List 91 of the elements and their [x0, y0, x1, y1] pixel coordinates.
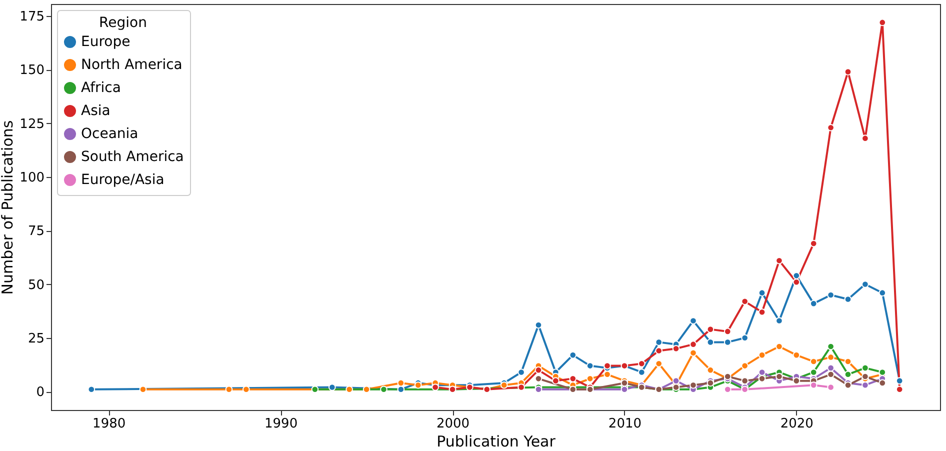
x-tick-label: 2020: [780, 416, 814, 432]
point: [827, 364, 834, 372]
point: [827, 384, 834, 391]
point: [810, 358, 818, 366]
point: [569, 351, 577, 359]
point: [758, 289, 766, 296]
legend-label: Oceania: [81, 126, 138, 142]
point: [741, 377, 748, 384]
point: [432, 384, 439, 391]
point: [586, 375, 594, 382]
point: [690, 340, 697, 348]
point: [758, 308, 766, 316]
x-tick-label: 1990: [264, 416, 298, 432]
point: [878, 289, 886, 296]
point: [569, 375, 577, 382]
x-tick-label: 2010: [608, 416, 642, 432]
legend-label: South America: [81, 149, 184, 165]
point: [518, 384, 525, 391]
y-tick-label: 100: [20, 170, 44, 186]
point: [724, 338, 732, 346]
point: [638, 368, 646, 376]
legend-label: Europe: [81, 34, 130, 50]
point: [792, 351, 800, 359]
point: [758, 368, 766, 376]
point: [776, 342, 783, 350]
y-tick-label: 0: [36, 385, 44, 400]
point: [655, 347, 663, 354]
point: [792, 272, 800, 280]
legend-title: Region: [99, 15, 147, 31]
point: [534, 366, 542, 374]
point: [328, 384, 336, 391]
y-tick-label: 25: [28, 331, 44, 346]
point: [792, 278, 800, 286]
point: [810, 381, 818, 389]
legend-label: Europe/Asia: [81, 172, 164, 188]
x-tick-label: 1980: [92, 416, 126, 432]
point: [655, 338, 663, 346]
point: [844, 68, 852, 76]
x-tick-label: 2000: [436, 416, 470, 432]
point: [672, 377, 680, 384]
point: [466, 384, 474, 391]
point: [672, 344, 680, 352]
point: [862, 364, 869, 372]
point: [758, 351, 766, 359]
point: [776, 317, 783, 324]
point: [518, 368, 525, 376]
point: [534, 375, 542, 382]
point: [690, 317, 697, 324]
point: [586, 362, 594, 370]
point: [741, 362, 748, 370]
point: [706, 366, 714, 374]
y-axis-title: Number of Publications: [0, 120, 17, 295]
point: [844, 296, 852, 303]
point: [896, 377, 904, 384]
y-tick-label: 75: [28, 224, 44, 240]
point: [862, 372, 869, 380]
point: [706, 326, 714, 333]
point: [810, 300, 818, 308]
y-tick-label: 175: [20, 10, 44, 25]
point: [690, 349, 697, 357]
point: [827, 370, 834, 378]
point: [724, 328, 732, 336]
point: [827, 291, 834, 299]
point: [552, 377, 560, 384]
legend-label: Africa: [81, 80, 121, 96]
point: [397, 379, 405, 387]
point: [741, 298, 748, 306]
point: [706, 379, 714, 387]
legend-label: Asia: [81, 103, 110, 119]
point: [862, 134, 869, 142]
point: [724, 372, 732, 380]
point: [878, 368, 886, 376]
legend-label: North America: [81, 57, 182, 73]
point: [862, 280, 869, 288]
y-tick-label: 125: [20, 116, 44, 132]
point: [827, 342, 834, 350]
point: [827, 124, 834, 132]
point: [776, 372, 783, 380]
point: [844, 358, 852, 366]
point: [534, 321, 542, 329]
point: [620, 379, 628, 387]
point: [706, 338, 714, 346]
point: [604, 362, 611, 370]
point: [638, 360, 646, 368]
point: [810, 368, 818, 376]
y-tick-label: 50: [28, 278, 44, 293]
y-tick-label: 150: [20, 63, 44, 78]
point: [672, 384, 680, 391]
point: [827, 354, 834, 361]
x-axis-title: Publication Year: [436, 432, 556, 450]
point: [758, 375, 766, 382]
